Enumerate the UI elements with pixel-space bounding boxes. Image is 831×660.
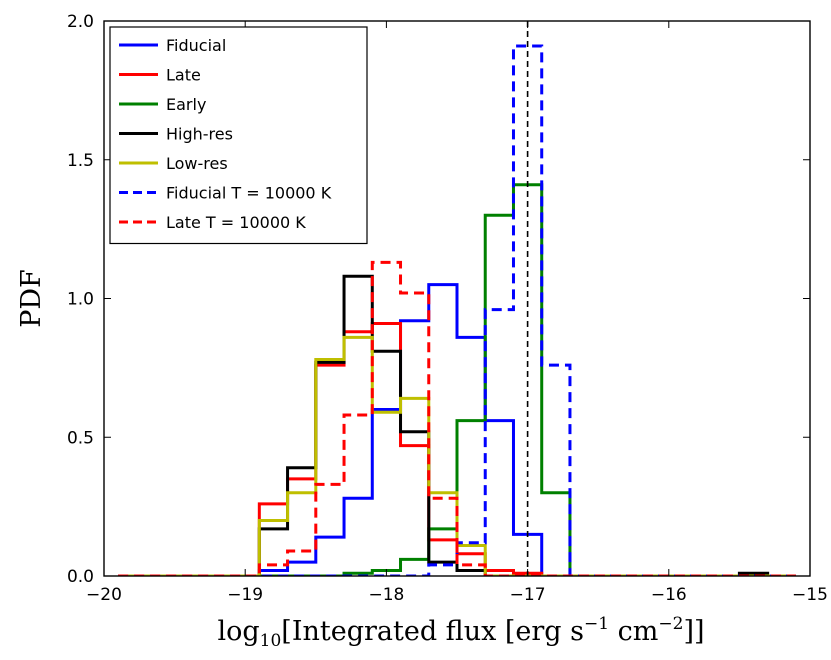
x-axis-label-main: [Integrated flux [erg s bbox=[281, 616, 584, 647]
x-tick-label: −19 bbox=[227, 585, 263, 605]
y-tick-label: 1.0 bbox=[67, 290, 94, 310]
legend-label: High-res bbox=[166, 125, 233, 144]
tick-layer: −20 −19 −18 −17 −16 −15 0.0 0.5 1.0 1.5 2.0 bbox=[67, 12, 828, 605]
x-tick-label: −15 bbox=[792, 585, 828, 605]
x-tick-label: −20 bbox=[86, 585, 122, 605]
legend-label: Fiducial bbox=[166, 36, 226, 55]
series-2-step-line bbox=[118, 183, 796, 576]
y-tick-label: 1.5 bbox=[67, 151, 94, 171]
x-axis-label: log10[Integrated flux [erg s−1 cm−2]] bbox=[217, 614, 704, 651]
y-tick-label: 2.0 bbox=[67, 12, 94, 32]
x-tick-label: −16 bbox=[651, 585, 687, 605]
x-axis-label-sup2: −2 bbox=[658, 614, 683, 634]
y-tick-label: 0.5 bbox=[67, 428, 94, 448]
series-5-step-line bbox=[118, 44, 796, 576]
x-tick-label: −18 bbox=[368, 585, 404, 605]
legend-label: Late bbox=[166, 66, 201, 85]
legend-label: Early bbox=[166, 95, 206, 114]
x-axis-label-end: ]] bbox=[683, 616, 704, 647]
y-tick-label: 0.0 bbox=[67, 567, 94, 587]
legend: Fiducial Late Early High-res Low-res Fiducial… bbox=[109, 26, 368, 245]
x-axis-label-sup1: −1 bbox=[584, 614, 609, 634]
y-axis-label: PDF bbox=[16, 269, 47, 328]
legend-label: Fiducial T = 10000 K bbox=[166, 184, 332, 203]
legend-box bbox=[109, 26, 368, 245]
legend-label: Low-res bbox=[166, 154, 228, 173]
legend-label: Late T = 10000 K bbox=[166, 213, 306, 232]
series-6-step-line bbox=[118, 260, 796, 576]
series-layer bbox=[118, 44, 796, 576]
x-axis-label-subscript: 10 bbox=[260, 631, 282, 651]
x-axis-label-mid: cm bbox=[609, 616, 658, 647]
series-4-step-line bbox=[118, 335, 796, 576]
x-axis-label-prefix: log bbox=[217, 616, 259, 647]
x-tick-label: −17 bbox=[510, 585, 546, 605]
